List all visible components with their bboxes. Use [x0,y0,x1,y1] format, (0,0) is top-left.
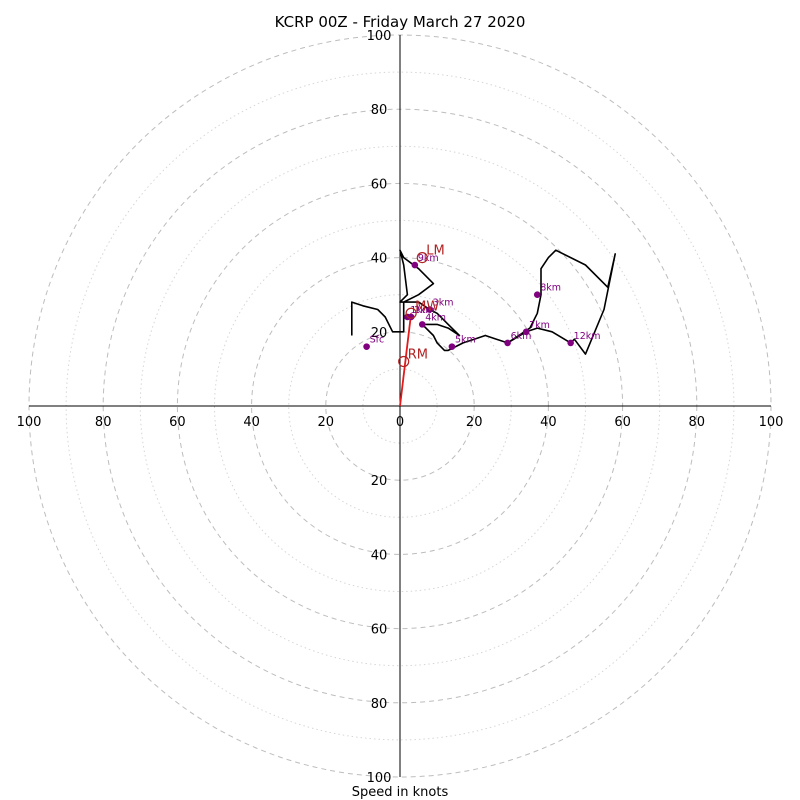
hodograph-line [351,249,616,355]
height-label-5km: 5km [455,335,476,346]
y-tick-label: 40 [371,252,388,267]
x-tick-label: 20 [466,415,483,430]
height-label-9km: 9km [418,253,439,264]
height-point-6km [504,339,511,347]
x-tick-label: 100 [17,415,42,430]
motion-label-LM: LM [426,244,444,259]
x-tick-label: 80 [689,415,706,430]
height-label-6km: 6km [511,331,532,342]
height-point-8km [533,291,541,299]
x-tick-label: 40 [243,415,260,430]
y-tick-label: 20 [371,326,388,341]
height-point-9km [411,261,419,269]
x-tick-label: 0 [396,415,404,430]
height-point-2km [407,313,415,321]
x-tick-label: 100 [759,415,784,430]
x-tick-label: 40 [540,415,557,430]
motion-marker-MW [405,307,417,319]
y-tick-label: 20 [371,474,388,489]
height-point-3km [426,306,433,313]
motion-label-RM: RM [408,347,428,362]
height-label-2km: 2km [414,305,435,316]
chart-title: KCRP 00Z - Friday March 27 2020 [275,13,526,31]
height-point-4km [418,321,426,328]
motion-marker-RM [398,355,410,368]
height-label-4km: 4km [425,312,446,323]
height-label-1km: 1km [410,305,431,316]
y-tick-label: 60 [371,623,388,638]
storm-motion-vector [399,313,413,407]
height-point-Sfc [363,343,370,350]
height-label-8km: 8km [540,283,561,294]
tick-labels: 100 80 60 40 20 0 20 40 60 80 100 20 20 40 40 60 60 80 80 1… [17,29,784,786]
storm-motion [399,313,413,407]
height-point-7km [522,328,530,336]
height-label-12km: 12km [574,331,601,342]
x-tick-label: 80 [95,415,112,430]
y-tick-label: 80 [371,697,388,712]
height-point-5km [448,343,456,350]
y-tick-label: 40 [371,548,388,563]
height-label-7km: 7km [529,320,550,331]
x-tick-label: 20 [318,415,335,430]
x-axis-label: Speed in knots [352,785,449,800]
hodograph-trace [351,249,616,355]
x-tick-label: 60 [614,415,631,430]
height-point-12km [567,339,574,347]
height-label-3km: 3km [433,298,454,309]
motion-label-MW: MW [415,299,439,314]
y-tick-label: 80 [371,103,388,118]
x-tick-label: 60 [169,415,186,430]
y-tick-label: 100 [367,29,392,44]
height-label-Sfc: Sfc [370,335,385,346]
motion-marker-LM [416,252,428,264]
y-tick-label: 100 [367,771,392,786]
y-tick-label: 60 [371,177,388,192]
motion-markers: LM MW RM [398,244,445,368]
